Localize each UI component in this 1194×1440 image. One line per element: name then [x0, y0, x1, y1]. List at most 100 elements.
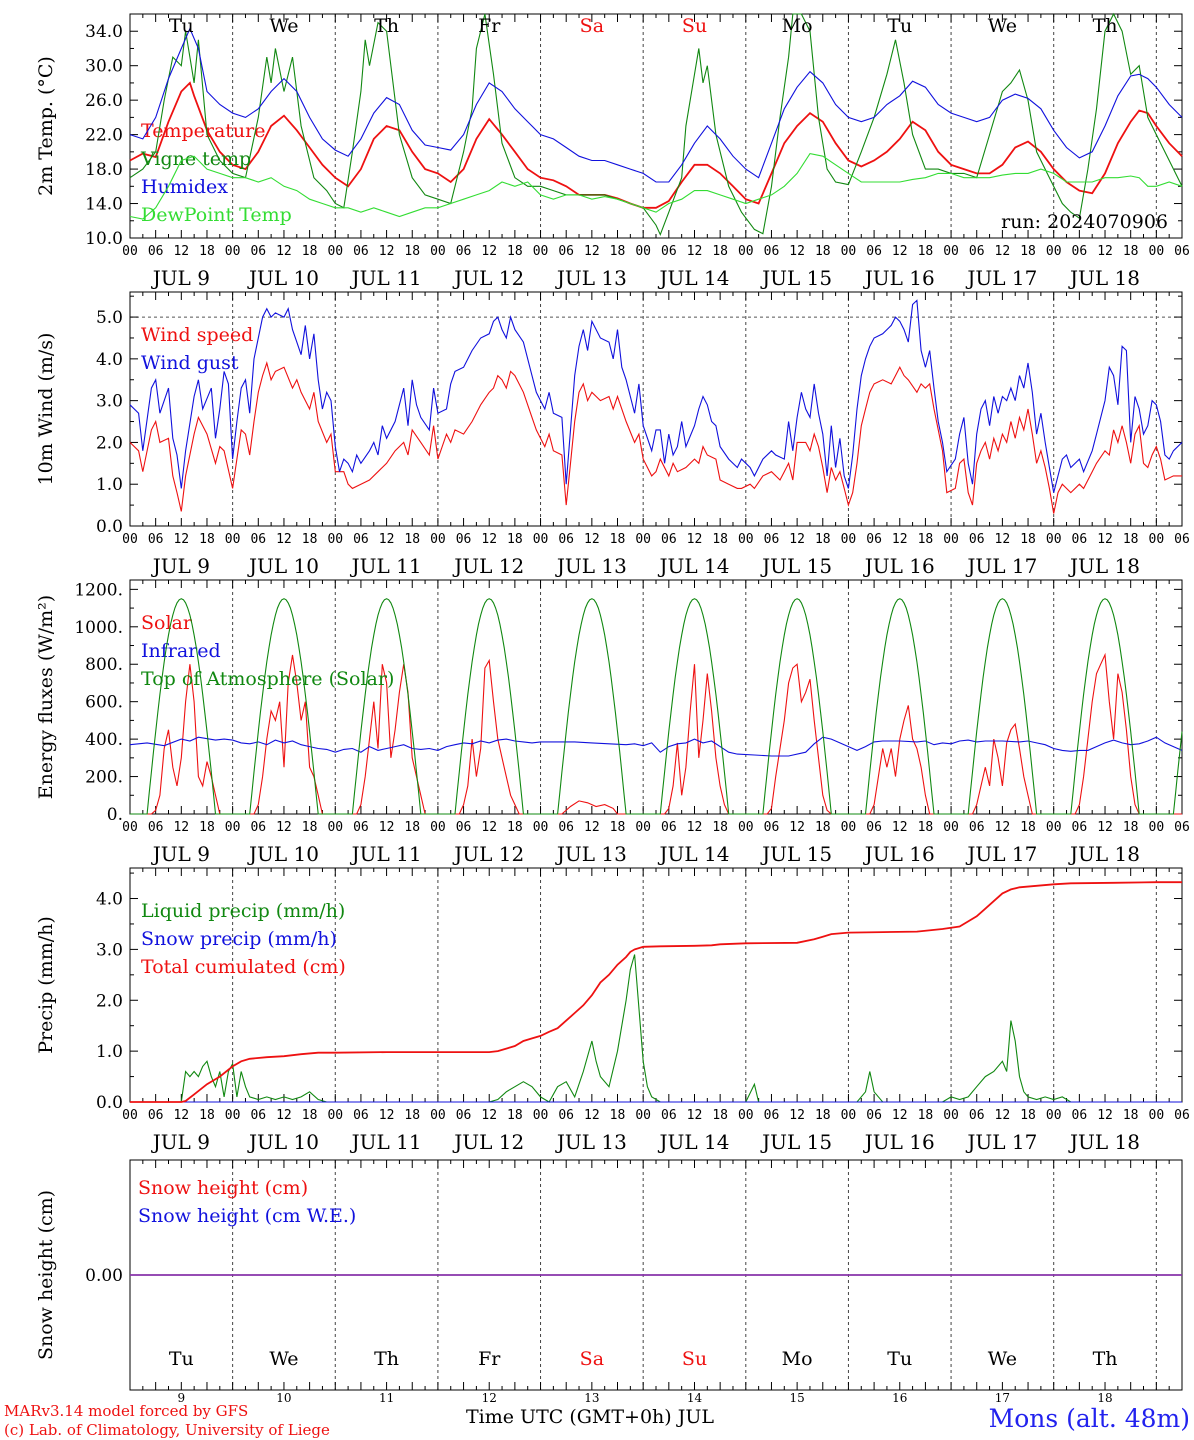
hour-label: 18 — [1020, 244, 1036, 259]
hour-label: 18 — [199, 1108, 215, 1123]
hour-label: 00 — [1046, 820, 1062, 835]
hour-label: 18 — [199, 532, 215, 547]
hour-label: 18 — [918, 820, 934, 835]
date-label: JUL 16 — [863, 842, 935, 866]
panel-3: 0. 200. 400. 600. 800. 1000. 1200. Energy fluxe… — [35, 579, 1190, 866]
y-axis-label: 10m Wind (m/s) — [35, 333, 57, 486]
hour-label: 06 — [969, 244, 985, 259]
hour-label: 00 — [533, 532, 549, 547]
station-name: Mons (alt. 48m) — [989, 1404, 1190, 1433]
panels: 10.0 14.0 18.0 22.0 26.0 30.0 34.0 2m Temp. (°C… — [35, 12, 1190, 1405]
hour-label: 06 — [558, 244, 574, 259]
y-tick-label: 18.0 — [85, 160, 123, 180]
day-number-label: 9 — [177, 1391, 185, 1405]
weekday-label: Fr — [478, 1348, 501, 1370]
hour-label: 00 — [327, 532, 343, 547]
y-tick-label: 3.0 — [96, 940, 123, 960]
hour-label: 06 — [764, 532, 780, 547]
hour-label: 06 — [969, 532, 985, 547]
hour-label: 06 — [558, 532, 574, 547]
series-line-1 — [129, 361, 1182, 514]
hour-label: 06 — [1174, 820, 1190, 835]
hour-label: 18 — [610, 1108, 626, 1123]
hour-label: 18 — [1123, 820, 1139, 835]
y-axis-label: Precip (mm/h) — [35, 916, 57, 1054]
y-tick-label: 1200. — [74, 580, 123, 600]
y-tick-label: 400. — [85, 730, 123, 750]
hour-label: 00 — [430, 820, 446, 835]
hour-label: 18 — [507, 532, 523, 547]
hour-label: 00 — [943, 244, 959, 259]
y-axis-label: 2m Temp. (°C) — [35, 56, 57, 196]
day-number-label: 15 — [789, 1391, 804, 1405]
hour-label: 12 — [1097, 1108, 1113, 1123]
day-number-label: 10 — [276, 1391, 291, 1405]
weekday-label: Fr — [478, 15, 501, 37]
date-label: JUL 9 — [151, 1130, 210, 1154]
hour-label: 12 — [173, 1108, 189, 1123]
hour-label: 12 — [995, 1108, 1011, 1123]
date-label: JUL 12 — [452, 1130, 524, 1154]
legend-entry: Infrared — [141, 640, 221, 662]
hour-label: 06 — [1174, 1108, 1190, 1123]
hour-label: 00 — [1149, 1108, 1165, 1123]
hour-label: 00 — [533, 820, 549, 835]
hour-label: 06 — [148, 532, 164, 547]
hour-label: 00 — [327, 1108, 343, 1123]
hour-label: 06 — [148, 244, 164, 259]
hour-label: 12 — [379, 1108, 395, 1123]
hour-label: 06 — [1072, 1108, 1088, 1123]
legend-entry: Wind gust — [141, 352, 239, 374]
hour-label: 12 — [892, 532, 908, 547]
date-label: JUL 11 — [350, 842, 422, 866]
hour-label: 18 — [712, 244, 728, 259]
date-label: JUL 11 — [350, 554, 422, 578]
hour-label: 06 — [969, 1108, 985, 1123]
hour-label: 18 — [815, 820, 831, 835]
credit-line-1: MARv3.14 model forced by GFS — [4, 1402, 248, 1420]
hour-label: 00 — [738, 244, 754, 259]
hour-label: 18 — [302, 532, 318, 547]
hour-label: 00 — [430, 244, 446, 259]
hour-label: 12 — [173, 532, 189, 547]
hour-label: 00 — [738, 1108, 754, 1123]
hour-label: 00 — [327, 244, 343, 259]
hour-label: 12 — [687, 820, 703, 835]
hour-label: 06 — [1072, 532, 1088, 547]
y-tick-label: 600. — [85, 693, 123, 713]
hour-label: 18 — [1020, 532, 1036, 547]
date-label: JUL 17 — [965, 842, 1037, 866]
y-tick-label: 800. — [85, 655, 123, 675]
hour-label: 06 — [353, 244, 369, 259]
legend-entry: Vigne temp — [140, 148, 251, 170]
weekday-label: Su — [682, 1348, 707, 1370]
date-label: JUL 17 — [965, 266, 1037, 290]
hour-label: 06 — [148, 1108, 164, 1123]
legend-entry: Snow precip (mm/h) — [141, 928, 337, 950]
hour-label: 06 — [1072, 820, 1088, 835]
hour-label: 00 — [1149, 244, 1165, 259]
date-label: JUL 18 — [1068, 554, 1140, 578]
hour-label: 12 — [789, 532, 805, 547]
hour-label: 00 — [841, 532, 857, 547]
series-line-1 — [130, 954, 1182, 1103]
hour-label: 12 — [687, 244, 703, 259]
hour-label: 12 — [892, 244, 908, 259]
series-line-2 — [129, 736, 1183, 757]
date-label: JUL 12 — [452, 266, 524, 290]
series-line-2 — [129, 299, 1183, 493]
hour-label: 00 — [943, 1108, 959, 1123]
day-number-label: 16 — [892, 1391, 907, 1405]
y-tick-label: 4.0 — [96, 890, 123, 910]
hour-label: 00 — [738, 532, 754, 547]
hour-label: 06 — [1072, 244, 1088, 259]
hour-label: 06 — [866, 1108, 882, 1123]
date-label: JUL 15 — [760, 1130, 832, 1154]
hour-label: 06 — [353, 820, 369, 835]
y-tick-label: 0.0 — [96, 1093, 123, 1113]
day-number-label: 14 — [687, 1391, 703, 1405]
hour-label: 00 — [430, 1108, 446, 1123]
hour-label: 00 — [943, 820, 959, 835]
hour-label: 06 — [661, 1108, 677, 1123]
